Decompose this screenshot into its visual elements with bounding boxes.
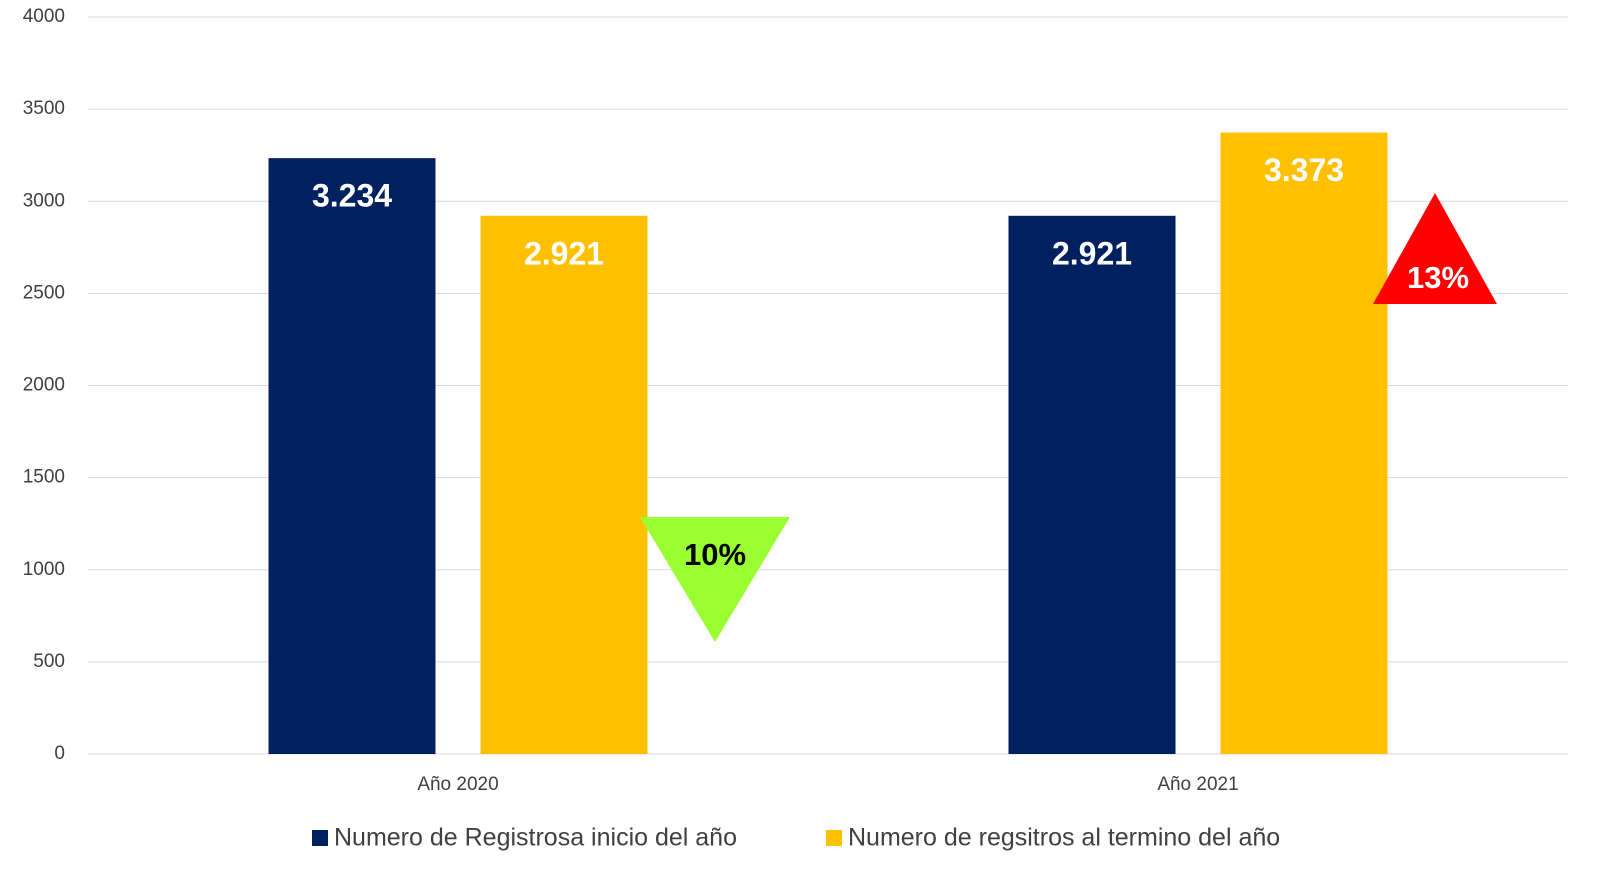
legend-label: Numero de Registrosa inicio del año — [334, 824, 737, 852]
x-tick-label: Año 2021 — [1157, 774, 1238, 795]
bar — [268, 158, 436, 754]
value-label: 3.373 — [1264, 152, 1344, 188]
y-tick-label: 1500 — [23, 467, 65, 488]
y-tick-label: 2000 — [23, 375, 65, 396]
annotation-label: 10% — [684, 537, 746, 572]
bar — [1220, 132, 1388, 754]
y-tick-label: 500 — [33, 651, 65, 672]
y-tick-label: 1000 — [23, 559, 65, 580]
x-tick-label: Año 2020 — [417, 774, 498, 795]
bar — [1008, 215, 1176, 754]
y-tick-label: 0 — [54, 743, 65, 764]
y-tick-label: 3500 — [23, 98, 65, 119]
value-label: 2.921 — [524, 235, 604, 271]
legend-swatch — [826, 830, 842, 846]
annotation-triangle — [1373, 193, 1497, 304]
annotation-triangle — [640, 517, 790, 642]
y-tick-label: 2500 — [23, 282, 65, 303]
legend-swatch — [312, 830, 328, 846]
bar — [480, 215, 648, 754]
legend-label: Numero de regsitros al termino del año — [848, 824, 1280, 852]
y-tick-label: 3000 — [23, 190, 65, 211]
value-label: 3.234 — [312, 178, 392, 214]
annotation-label: 13% — [1407, 260, 1469, 295]
value-label: 2.921 — [1052, 235, 1132, 271]
y-tick-label: 4000 — [23, 6, 65, 27]
